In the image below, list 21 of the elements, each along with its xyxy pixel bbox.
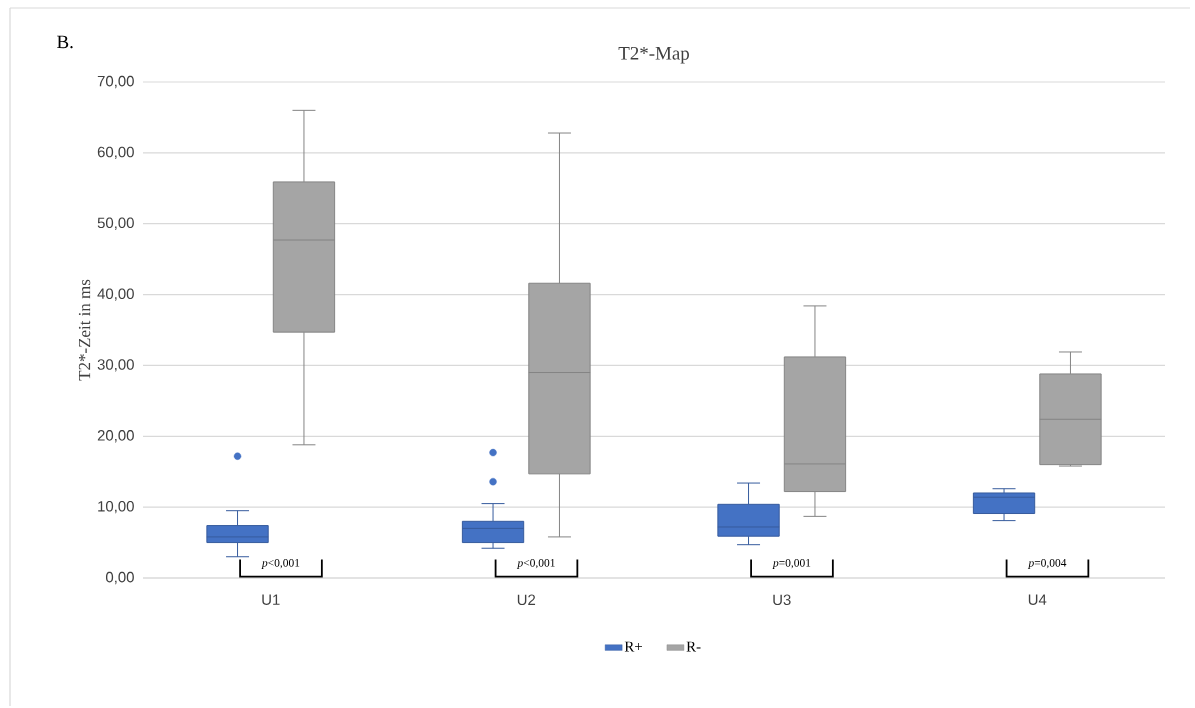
chart-title: T2*-Map <box>618 46 689 64</box>
y-tick-label: 40,00 <box>97 288 134 301</box>
x-tick-label: U1 <box>262 594 280 605</box>
x-tick-label: U2 <box>517 594 536 606</box>
x-tick-label: U4 <box>1028 594 1047 605</box>
legend-label: R- <box>686 641 701 652</box>
y-tick-label: 60,00 <box>97 146 134 160</box>
y-tick-label: 10,00 <box>98 500 134 514</box>
annotation: p<0,001 <box>516 558 555 570</box>
y-tick-label: 30,00 <box>97 359 134 372</box>
annotation: p<0,001 <box>261 558 300 570</box>
y-tick-label: 50,00 <box>97 217 134 230</box>
text: B. <box>57 35 73 49</box>
y-tick-label: 70,00 <box>97 75 134 89</box>
x-tick-label: U3 <box>773 594 791 606</box>
legend-label: R+ <box>624 641 642 652</box>
y-axis-title: T2*-Zeit in ms <box>78 279 91 381</box>
annotation: p=0,001 <box>772 558 811 570</box>
y-tick-label: 0,00 <box>105 571 134 585</box>
y-tick-label: 20,00 <box>97 430 134 443</box>
annotation: p=0,004 <box>1027 558 1067 570</box>
